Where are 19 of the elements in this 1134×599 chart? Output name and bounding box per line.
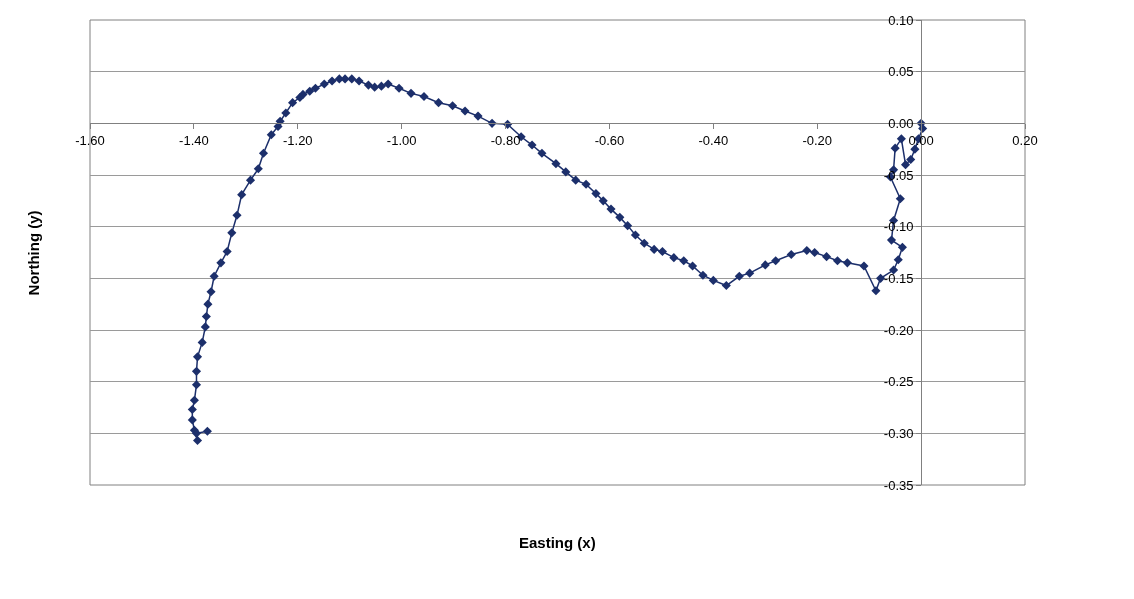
x-tick-label: -0.40 <box>698 132 729 148</box>
y-tick-label: 0.00 <box>888 115 914 131</box>
x-tick-label: -1.20 <box>282 132 313 148</box>
x-tick-label: -0.80 <box>490 132 521 148</box>
x-tick-label: 0.20 <box>1012 132 1038 148</box>
y-tick-label: -0.25 <box>883 374 914 390</box>
y-axis-title: Northing (y) <box>25 210 43 296</box>
x-axis-title: Easting (x) <box>519 534 596 551</box>
y-tick-label: -0.35 <box>883 477 914 493</box>
y-tick-label: -0.30 <box>883 425 914 441</box>
x-tick-label: -1.40 <box>179 132 209 148</box>
x-tick-label: -1.60 <box>75 132 105 148</box>
x-tick-label: -0.60 <box>594 132 625 148</box>
y-tick-label: 0.05 <box>888 64 914 80</box>
x-tick-label: -1.00 <box>386 132 417 148</box>
x-tick-label: -0.20 <box>802 132 833 148</box>
y-tick-label: 0.10 <box>888 12 914 28</box>
y-tick-label: -0.20 <box>883 322 914 338</box>
y-tick-label: -0.15 <box>883 270 914 286</box>
